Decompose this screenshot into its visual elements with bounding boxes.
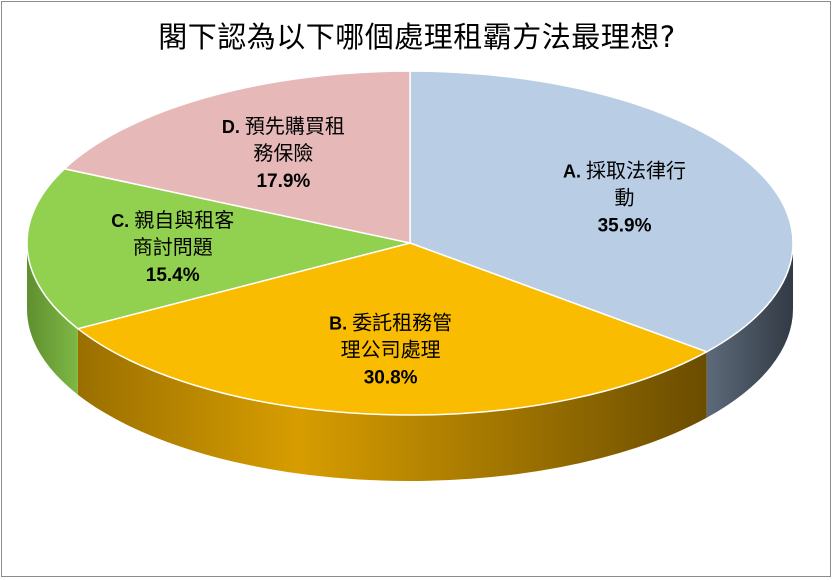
slice-label: D. 預先購買租 — [222, 114, 345, 138]
pie-slice-side — [77, 328, 707, 481]
pie-slice[interactable] — [409, 70, 794, 353]
slice-label: 商討問題 — [133, 235, 213, 259]
slice-label: C. 親自與租客 — [111, 208, 234, 232]
slice-label: B. 委託租務管 — [329, 310, 452, 334]
slice-label: A. 採取法律行 — [563, 158, 686, 182]
slice-percent-label: 17.9% — [256, 171, 310, 192]
slice-label: 理公司處理 — [341, 337, 441, 361]
pie-slice[interactable] — [26, 167, 411, 330]
slice-label: 動 — [615, 185, 635, 209]
pie-slice[interactable] — [76, 242, 709, 416]
chart-title: 閣下認為以下哪個處理租霸方法最理想? — [158, 20, 676, 54]
slice-percent-label: 30.8% — [364, 367, 418, 388]
pie-slice-side — [27, 243, 78, 395]
slice-percent-label: 35.9% — [598, 215, 652, 236]
pie-slice-side — [706, 243, 793, 418]
slice-label: 務保險 — [253, 141, 313, 165]
slice-percent-label: 15.4% — [146, 265, 200, 286]
pie-slice[interactable] — [62, 70, 411, 244]
